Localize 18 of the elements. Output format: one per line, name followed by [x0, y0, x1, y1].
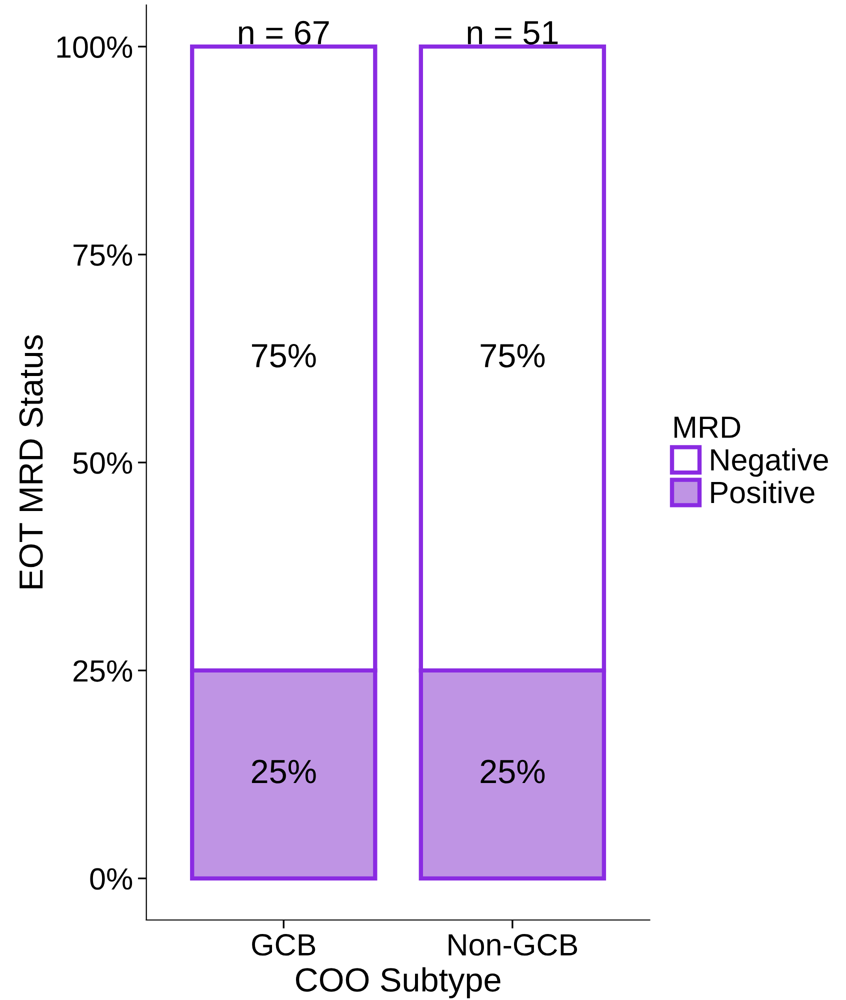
- legend-title: MRD: [674, 416, 740, 438]
- data-label: 25%: [480, 760, 545, 784]
- data-label: 75%: [252, 344, 316, 368]
- data-label: 75%: [480, 344, 545, 368]
- annotation: n = 67: [239, 20, 329, 45]
- y-tick-label: 0%: [90, 868, 132, 890]
- y-tick-label: 50%: [73, 452, 132, 474]
- legend-label: Negative: [711, 448, 828, 477]
- y-axis-title: EOT MRD Status: [19, 335, 43, 588]
- x-tick-label: Non-GCB: [448, 934, 578, 956]
- y-tick-label: 100%: [57, 36, 132, 58]
- data-label: 25%: [252, 760, 316, 784]
- y-tick-label: 25%: [74, 660, 132, 682]
- annotation: n = 51: [468, 21, 558, 45]
- x-tick-label: GCB: [252, 934, 316, 956]
- y-tick-label: 75%: [74, 244, 132, 266]
- x-axis-title: COO Subtype: [296, 967, 500, 998]
- legend-label: Positive: [711, 480, 814, 504]
